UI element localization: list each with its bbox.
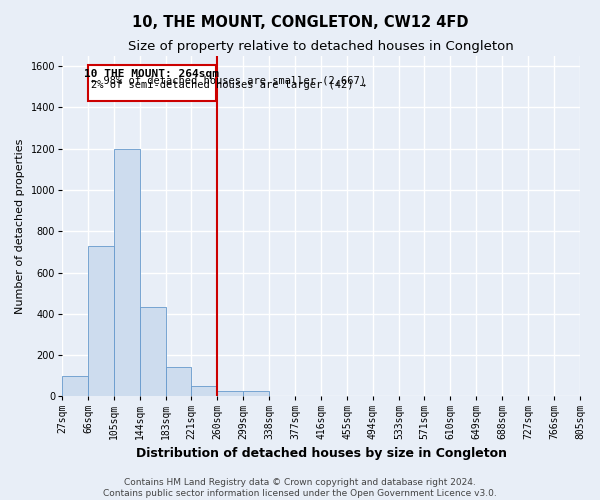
Bar bbox=[114, 148, 140, 396]
Y-axis label: Number of detached properties: Number of detached properties bbox=[15, 138, 25, 314]
X-axis label: Distribution of detached houses by size in Congleton: Distribution of detached houses by size … bbox=[136, 447, 506, 460]
Bar bbox=[243, 392, 269, 396]
Bar bbox=[88, 246, 114, 396]
Bar bbox=[191, 386, 217, 396]
Bar bbox=[166, 366, 191, 396]
Text: 10, THE MOUNT, CONGLETON, CW12 4FD: 10, THE MOUNT, CONGLETON, CW12 4FD bbox=[132, 15, 468, 30]
Bar bbox=[140, 306, 166, 396]
Bar bbox=[217, 392, 243, 396]
Text: 2% of semi-detached houses are larger (42) →: 2% of semi-detached houses are larger (4… bbox=[91, 80, 366, 90]
Text: ← 98% of detached houses are smaller (2,667): ← 98% of detached houses are smaller (2,… bbox=[91, 75, 366, 85]
Text: Contains HM Land Registry data © Crown copyright and database right 2024.
Contai: Contains HM Land Registry data © Crown c… bbox=[103, 478, 497, 498]
FancyBboxPatch shape bbox=[88, 65, 216, 102]
Bar bbox=[62, 376, 88, 396]
Title: Size of property relative to detached houses in Congleton: Size of property relative to detached ho… bbox=[128, 40, 514, 53]
Text: 10 THE MOUNT: 264sqm: 10 THE MOUNT: 264sqm bbox=[85, 68, 220, 78]
